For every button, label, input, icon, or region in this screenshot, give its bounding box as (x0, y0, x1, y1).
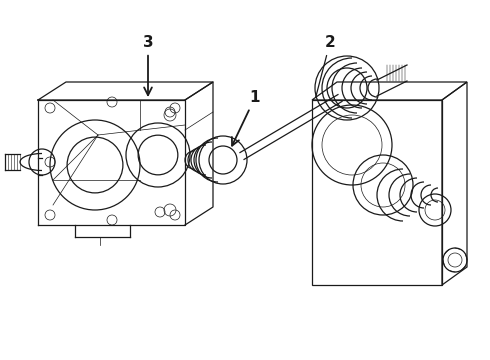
Text: 3: 3 (143, 35, 153, 95)
Text: 2: 2 (316, 35, 335, 97)
Text: 1: 1 (232, 90, 260, 146)
